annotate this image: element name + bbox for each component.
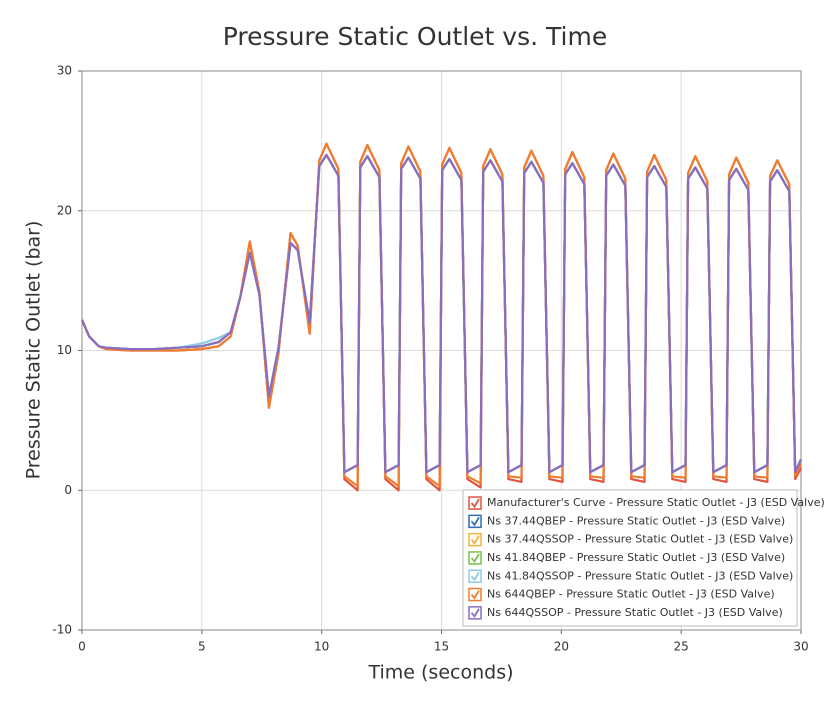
legend-check [470,516,480,527]
legend-label: Ns 37.44QSSOP - Pressure Static Outlet -… [487,533,793,546]
x-tick-label: 20 [554,640,569,654]
y-tick-label: 20 [57,203,72,217]
legend-label: Ns 644QBEP - Pressure Static Outlet - J3… [487,588,775,601]
legend-check [470,535,480,545]
legend-check [470,498,480,509]
legend-box [462,489,798,627]
y-tick-label: 10 [57,343,72,357]
chart-title: Pressure Static Outlet vs. Time [223,22,607,51]
x-tick-label: 25 [674,640,689,654]
y-tick-label: -10 [52,623,72,637]
x-axis-label: Time (seconds) [367,662,513,684]
y-tick-label: 0 [64,483,72,497]
legend-check [470,571,480,582]
y-axis-label: Pressure Static Outlet (bar) [23,221,45,480]
legend-label: Manufacturer's Curve - Pressure Static O… [487,496,825,509]
y-tick-label: 30 [57,64,72,78]
x-tick-label: 0 [78,640,86,654]
x-tick-label: 30 [793,640,808,654]
plot-border [81,70,802,631]
legend-label: Ns 37.44QBEP - Pressure Static Outlet - … [487,514,785,527]
legend-check [470,553,480,563]
legend-label: Ns 41.84QSSOP - Pressure Static Outlet -… [487,569,793,582]
x-tick-label: 15 [434,640,449,654]
series-line [80,153,802,474]
x-tick-label: 10 [314,640,329,654]
legend-label: Ns 41.84QBEP - Pressure Static Outlet - … [487,551,785,564]
legend-label: Ns 644QSSOP - Pressure Static Outlet - J… [487,606,783,619]
legend-check [470,608,480,618]
legend-check [470,590,480,600]
legend: Manufacturer's Curve - Pressure Static O… [462,489,825,627]
x-tick-label: 5 [198,640,206,654]
